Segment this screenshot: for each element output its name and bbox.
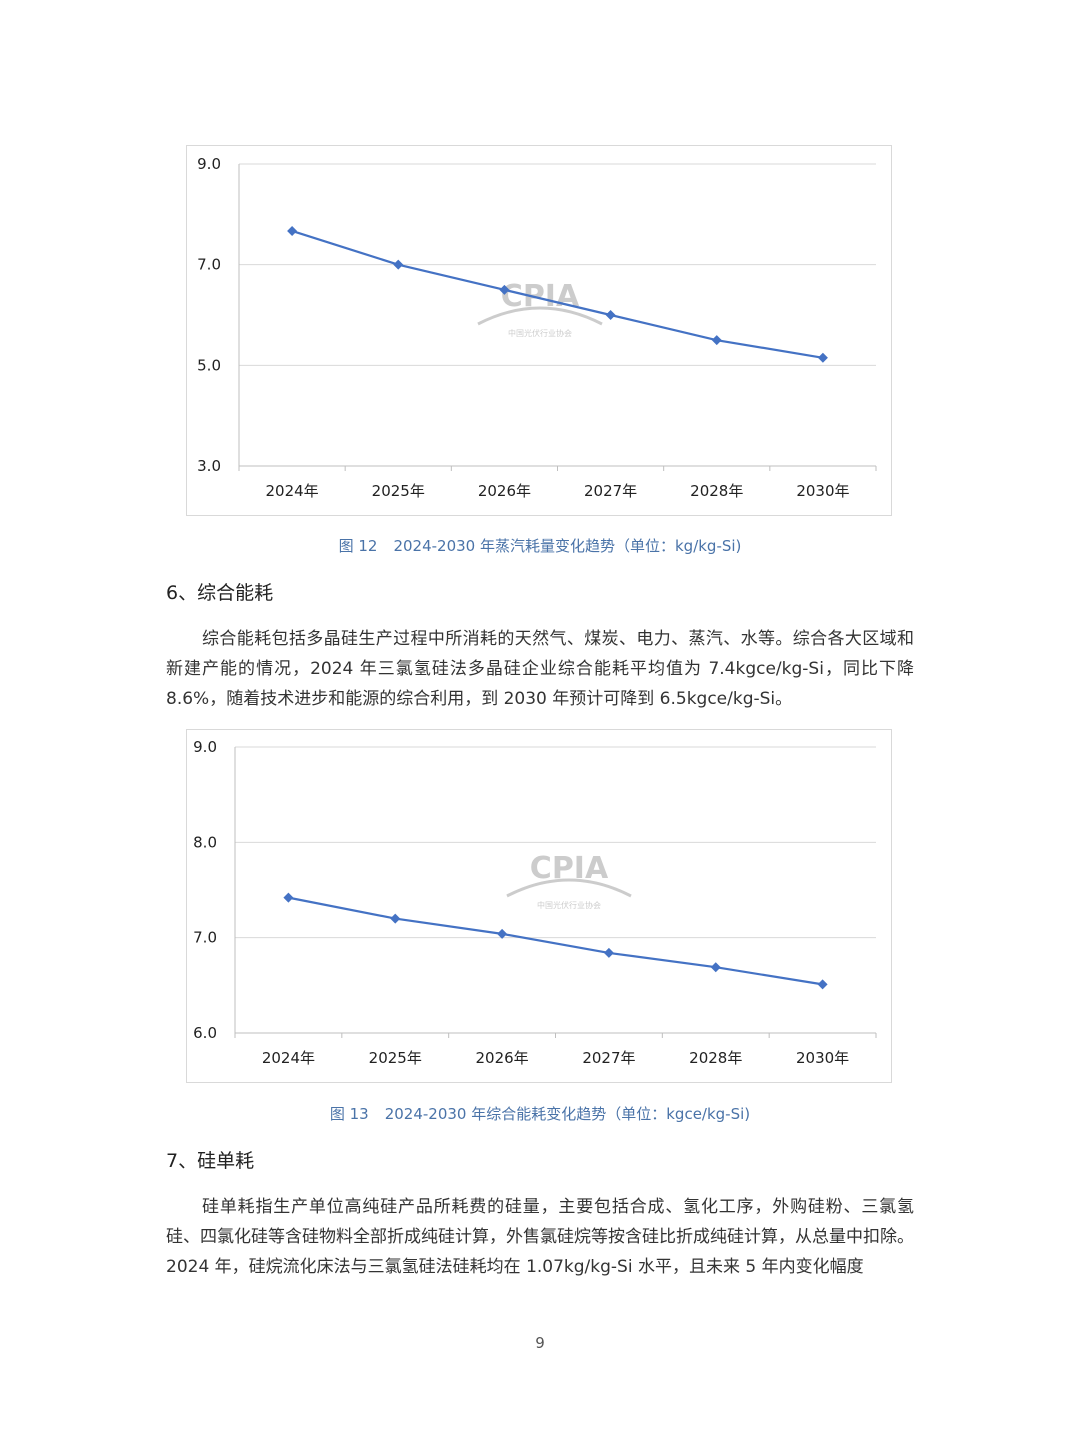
section-7-heading: 7、硅单耗 (166, 1150, 255, 1172)
chart1-y-tick-label: 7.0 (197, 256, 221, 274)
section-6-heading: 6、综合能耗 (166, 582, 274, 604)
energy-consumption-chart: 6.0 7.0 8.0 9.0 2024年 2025年 2026年 2027年 2028年 203… (186, 729, 892, 1083)
watermark-arc (506, 878, 632, 898)
chart1-x-tick-label: 2028年 (690, 482, 743, 500)
chart2-data-point (390, 913, 401, 924)
steam-consumption-line-chart: 3.0 5.0 7.0 9.0 2024年 2025年 2026年 2027年 2028年 203… (197, 155, 877, 500)
watermark-org-text: 中国光伏行业协会 (508, 328, 572, 338)
chart2-x-tick-label: 2026年 (475, 1049, 528, 1067)
chart2-x-tick-label: 2027年 (582, 1049, 635, 1067)
chart1-data-point (817, 352, 828, 363)
chart2-x-tick-label: 2024年 (262, 1049, 315, 1067)
figure-12-number: 图 12 (338, 537, 378, 555)
chart2-y-tick-label: 9.0 (193, 738, 217, 756)
chart1-data-point (499, 284, 510, 295)
chart1-y-tick-label: 9.0 (197, 155, 221, 173)
page-number: 9 (535, 1334, 545, 1352)
chart2-x-tick-label: 2028年 (689, 1049, 742, 1067)
chart1-data-point (393, 259, 404, 270)
energy-consumption-line-chart: 6.0 7.0 8.0 9.0 2024年 2025年 2026年 2027年 2028年 203… (193, 738, 877, 1067)
chart2-data-point (817, 979, 828, 990)
chart1-y-tick-label: 5.0 (197, 356, 221, 374)
figure-13-number: 图 13 (329, 1105, 369, 1123)
chart1-x-tick-label: 2027年 (584, 482, 637, 500)
cpia-watermark-logo: CPIA 中国光伏行业协会 (506, 851, 632, 910)
chart2-data-point (497, 928, 508, 939)
chart2-data-point (710, 962, 721, 973)
figure-12-title: 2024-2030 年蒸汽耗量变化趋势（单位：kg/kg-Si) (393, 537, 742, 555)
chart1-y-tick-label: 3.0 (197, 457, 221, 475)
section-7-paragraph: 硅单耗指生产单位高纯硅产品所耗费的硅量，主要包括合成、氢化工序，外购硅粉、三氯氢… (166, 1197, 914, 1277)
watermark-org-text: 中国光伏行业协会 (537, 900, 601, 910)
chart1-x-tick-label: 2025年 (372, 482, 425, 500)
chart1-x-tick-label: 2026年 (478, 482, 531, 500)
chart1-data-point (711, 335, 722, 346)
watermark-logo-text: CPIA (530, 851, 609, 886)
chart1-data-point (605, 310, 616, 320)
chart2-y-tick-label: 7.0 (193, 929, 217, 947)
chart1-x-tick-label: 2024年 (265, 482, 318, 500)
chart2-data-point (603, 947, 614, 958)
cpia-watermark-logo: CPIA 中国光伏行业协会 (477, 279, 603, 338)
chart1-data-point (287, 225, 298, 236)
chart2-x-tick-label: 2030年 (796, 1049, 849, 1067)
chart2-x-tick-label: 2025年 (369, 1049, 422, 1067)
figure-12-caption: 图 12 2024-2030 年蒸汽耗量变化趋势（单位：kg/kg-Si) (0, 535, 1080, 556)
figure-13-caption: 图 13 2024-2030 年综合能耗变化趋势（单位：kgce/kg-Si) (0, 1103, 1080, 1124)
chart2-data-point (283, 892, 294, 903)
chart2-y-tick-label: 8.0 (193, 833, 217, 851)
section-6-paragraph: 综合能耗包括多晶硅生产过程中所消耗的天然气、煤炭、电力、蒸汽、水等。综合各大区域… (166, 629, 914, 709)
watermark-logo-text: CPIA (501, 279, 580, 314)
chart2-y-tick-label: 6.0 (193, 1024, 217, 1042)
steam-consumption-chart: 3.0 5.0 7.0 9.0 2024年 2025年 2026年 2027年 2028年 203… (186, 145, 892, 516)
chart1-x-tick-label: 2030年 (796, 482, 849, 500)
watermark-arc (477, 306, 603, 326)
figure-13-title: 2024-2030 年综合能耗变化趋势（单位：kgce/kg-Si) (384, 1105, 751, 1123)
chart1-series-line (291, 229, 824, 359)
chart2-series-line (288, 896, 823, 986)
